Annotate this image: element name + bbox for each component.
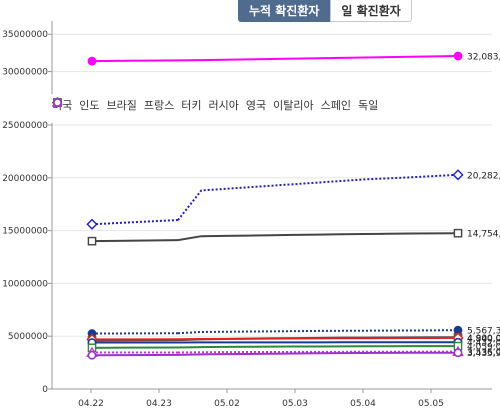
series-line-segment — [91, 219, 179, 226]
data-label: 5,567,300 — [467, 327, 500, 337]
y-tick-label: 5000000 — [8, 332, 48, 342]
data-label: 3,435,918 — [467, 349, 500, 359]
x-tick-label: 05.02 — [214, 399, 240, 409]
tab-cumulative-cases[interactable]: 누적 확진환자 — [238, 0, 331, 22]
series-line — [177, 173, 459, 221]
data-label: 20,282,833 — [467, 171, 500, 181]
tab-daily-cases[interactable]: 일 확진환자 — [330, 0, 412, 22]
legend-item-브라질[interactable]: 브라질 — [53, 97, 137, 113]
data-point[interactable] — [87, 350, 97, 360]
legend-label: 독일 — [357, 99, 379, 112]
data-label: 3,536,000 — [467, 348, 500, 358]
legend-item-독일[interactable]: 독일 — [53, 97, 379, 113]
data-label: 4,432,000 — [467, 339, 500, 349]
legend-marker-shape[interactable] — [53, 98, 62, 107]
data-label: 4,059,000 — [467, 343, 500, 353]
y-tick-label: 10000000 — [2, 279, 48, 289]
data-point[interactable] — [453, 348, 463, 358]
series-인도: 20,282,833 — [86, 169, 500, 230]
legend-item-러시아[interactable]: 러시아 — [52, 97, 239, 113]
x-tick-label: 04.23 — [146, 399, 172, 409]
series-line — [177, 350, 459, 354]
x-tick-label: 05.04 — [350, 399, 376, 409]
series-line — [177, 345, 459, 349]
data-point[interactable] — [87, 56, 97, 66]
y-tick-label: 0 — [42, 385, 48, 395]
series-프랑스: 5,567,300 — [87, 325, 500, 338]
y-tick-label: 15000000 — [2, 227, 48, 237]
top-panel: 30000000 35000000 32,083,656 — [2, 21, 500, 94]
y-tick-label: 30000000 — [2, 68, 48, 78]
series-line-segment — [91, 59, 179, 63]
data-label: 14,754,910 — [467, 230, 500, 240]
legend-item-인도[interactable]: 인도 — [52, 97, 100, 113]
data-label: 32,083,656 — [467, 53, 500, 63]
data-point[interactable] — [453, 51, 463, 61]
legend-item-영국[interactable]: 영국 — [53, 97, 267, 113]
bottom-panel: 0 5000000 10000000 15000000 20000000 25000000… — [2, 121, 500, 409]
chart-legend: 미국 인도 브라질 프랑스 터키 러시아 영국 이탈리아 스페인 독일 — [52, 97, 385, 113]
data-point[interactable] — [453, 228, 463, 238]
x-tick-label: 04.22 — [78, 399, 104, 409]
x-tick-label: 05.05 — [418, 399, 444, 409]
y-tick-label: 20000000 — [2, 174, 48, 184]
x-tick-label: 05.03 — [282, 399, 308, 409]
series-line — [177, 351, 459, 356]
legend-label: 인도 — [79, 99, 100, 112]
series-독일: 3,435,918 — [87, 348, 500, 360]
legend-item-프랑스[interactable]: 프랑스 — [53, 97, 175, 113]
legend-item-이탈리아[interactable]: 이탈리아 — [53, 97, 314, 113]
data-point[interactable] — [452, 169, 464, 181]
series-미국: 32,083,656 — [87, 51, 500, 66]
series-line — [177, 55, 459, 62]
data-label: 4,900,000 — [467, 334, 500, 344]
y-tick-label: 35000000 — [2, 30, 48, 40]
legend-label: 브라질 — [106, 99, 137, 112]
series-line — [177, 336, 459, 341]
series-line-segment — [91, 239, 179, 243]
tab-bar: 누적 확진환자 일 확진환자 — [238, 0, 412, 22]
legend-label: 프랑스 — [143, 99, 175, 112]
series-line — [177, 232, 459, 242]
data-point[interactable] — [87, 236, 97, 246]
legend-label: 터키 — [181, 99, 202, 112]
legend-item-터키[interactable]: 터키 — [53, 97, 202, 113]
series-브라질: 14,754,910 — [87, 228, 500, 246]
legend-label: 스페인 — [320, 99, 351, 112]
data-point[interactable] — [86, 218, 98, 230]
legend-item-스페인[interactable]: 스페인 — [52, 97, 351, 113]
legend-marker — [53, 98, 62, 107]
legend-label: 러시아 — [208, 99, 239, 112]
legend-label: 이탈리아 — [273, 99, 314, 112]
y-tick-label: 25000000 — [2, 121, 48, 131]
series-line — [177, 329, 459, 335]
legend-label: 영국 — [245, 99, 267, 112]
data-label: 4,840,000 — [467, 334, 500, 344]
